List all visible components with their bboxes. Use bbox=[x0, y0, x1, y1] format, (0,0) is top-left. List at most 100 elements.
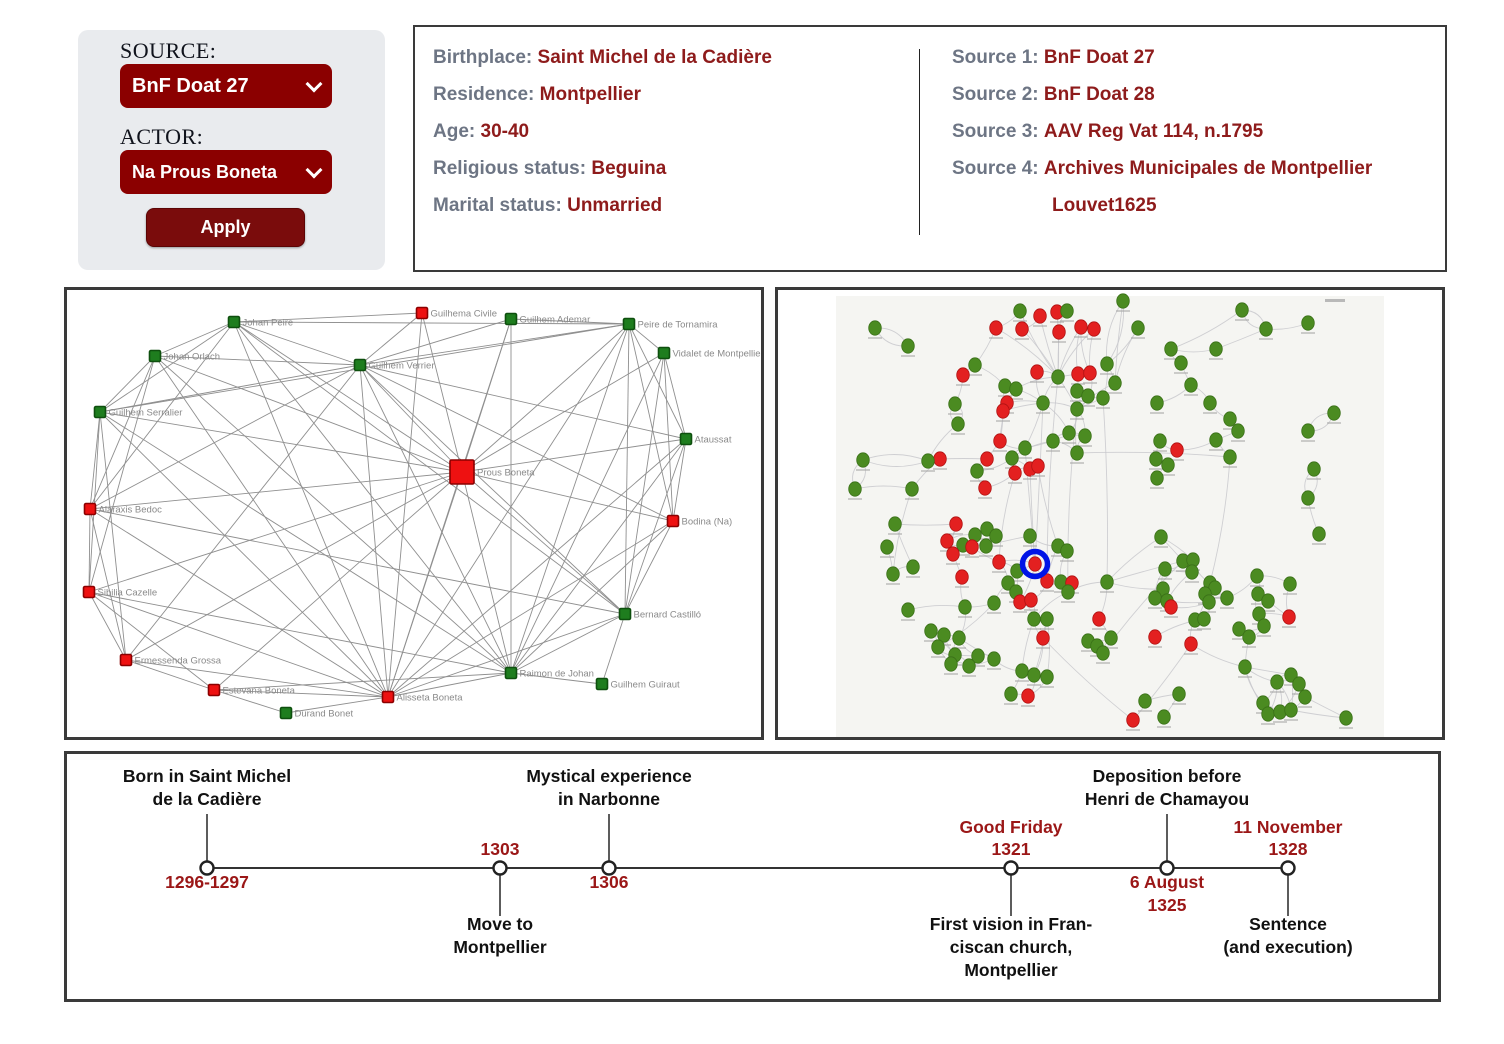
network-node[interactable] bbox=[1273, 704, 1287, 720]
network-node[interactable] bbox=[880, 539, 894, 555]
network-node[interactable] bbox=[1126, 712, 1140, 728]
network-node[interactable] bbox=[1027, 667, 1041, 683]
ego-node-ataussat[interactable] bbox=[679, 432, 693, 446]
network-node[interactable] bbox=[1060, 543, 1074, 559]
network-node[interactable] bbox=[1060, 303, 1074, 319]
network-node[interactable] bbox=[1083, 365, 1097, 381]
network-node[interactable] bbox=[1301, 315, 1315, 331]
ego-node-johan-orlach[interactable] bbox=[148, 349, 162, 363]
network-node[interactable] bbox=[1257, 618, 1271, 634]
network-node[interactable] bbox=[1174, 355, 1188, 371]
network-node[interactable] bbox=[1138, 693, 1152, 709]
ego-node-guilhem-verrier[interactable] bbox=[353, 358, 367, 372]
network-node[interactable] bbox=[955, 569, 969, 585]
network-node[interactable] bbox=[971, 648, 985, 664]
network-node[interactable] bbox=[1312, 526, 1326, 542]
network-node[interactable] bbox=[978, 480, 992, 496]
network-node[interactable] bbox=[1153, 433, 1167, 449]
network-node[interactable] bbox=[1202, 594, 1216, 610]
network-node[interactable] bbox=[1040, 611, 1054, 627]
network-node[interactable] bbox=[1231, 423, 1245, 439]
network-node[interactable] bbox=[1074, 319, 1088, 335]
network-node[interactable] bbox=[888, 516, 902, 532]
network-node[interactable] bbox=[965, 539, 979, 555]
network-node[interactable] bbox=[1009, 381, 1023, 397]
network-node[interactable] bbox=[1270, 674, 1284, 690]
network-node[interactable] bbox=[1209, 432, 1223, 448]
ego-node-durand-bonet[interactable] bbox=[279, 706, 293, 720]
ego-node-guilhem-ademar[interactable] bbox=[504, 312, 518, 326]
network-node[interactable] bbox=[962, 658, 976, 674]
network-node[interactable] bbox=[1232, 621, 1246, 637]
network-node[interactable] bbox=[1235, 302, 1249, 318]
ego-node-vidalet-de-montpellier[interactable] bbox=[657, 346, 671, 360]
apply-button[interactable]: Apply bbox=[146, 208, 305, 247]
network-node[interactable] bbox=[1172, 686, 1186, 702]
network-node[interactable] bbox=[1154, 529, 1168, 545]
network-node[interactable] bbox=[1184, 377, 1198, 393]
network-node[interactable] bbox=[886, 566, 900, 582]
network-node[interactable] bbox=[987, 595, 1001, 611]
network-node[interactable] bbox=[1327, 405, 1341, 421]
network-node[interactable] bbox=[989, 528, 1003, 544]
ego-node-ermessenda-grossa[interactable] bbox=[119, 653, 133, 667]
network-node[interactable] bbox=[1339, 710, 1353, 726]
network-node[interactable] bbox=[1013, 594, 1027, 610]
network-node[interactable] bbox=[1292, 676, 1306, 692]
network-node[interactable] bbox=[956, 367, 970, 383]
network-node[interactable] bbox=[1096, 645, 1110, 661]
network-node[interactable] bbox=[1170, 442, 1184, 458]
network-node[interactable] bbox=[958, 599, 972, 615]
network-node[interactable] bbox=[1008, 465, 1022, 481]
network-node[interactable] bbox=[1282, 609, 1296, 625]
network-node[interactable] bbox=[1197, 611, 1211, 627]
network-node[interactable] bbox=[1028, 556, 1042, 572]
network-node[interactable] bbox=[987, 651, 1001, 667]
network-node[interactable] bbox=[1251, 586, 1265, 602]
ego-node-bodina-na-[interactable] bbox=[666, 514, 680, 528]
network-node[interactable] bbox=[1051, 369, 1065, 385]
network-node[interactable] bbox=[1100, 574, 1114, 590]
network-node[interactable] bbox=[1040, 669, 1054, 685]
network-node[interactable] bbox=[1046, 433, 1060, 449]
network-node[interactable] bbox=[1071, 366, 1085, 382]
network-node[interactable] bbox=[1148, 629, 1162, 645]
ego-node-prous-boneta[interactable] bbox=[449, 459, 475, 485]
network-node[interactable] bbox=[979, 538, 993, 554]
network-node[interactable] bbox=[937, 627, 951, 643]
network-node[interactable] bbox=[1001, 575, 1015, 591]
network-node[interactable] bbox=[1005, 450, 1019, 466]
network-node[interactable] bbox=[1104, 630, 1118, 646]
network-node[interactable] bbox=[968, 357, 982, 373]
network-node[interactable] bbox=[970, 463, 984, 479]
network-node[interactable] bbox=[1161, 457, 1175, 473]
network-node[interactable] bbox=[944, 656, 958, 672]
network-node[interactable] bbox=[1150, 395, 1164, 411]
network-node[interactable] bbox=[931, 639, 945, 655]
network-node[interactable] bbox=[848, 481, 862, 497]
network-node[interactable] bbox=[1023, 528, 1037, 544]
network-node[interactable] bbox=[1149, 451, 1163, 467]
network-node[interactable] bbox=[1027, 611, 1041, 627]
ego-node-estevana-boneta[interactable] bbox=[207, 683, 221, 697]
ego-node-sibilia-cazelle[interactable] bbox=[82, 585, 96, 599]
network-node[interactable] bbox=[1150, 470, 1164, 486]
network-node[interactable] bbox=[1148, 590, 1162, 606]
network-node[interactable] bbox=[1250, 568, 1264, 584]
network-node[interactable] bbox=[1185, 564, 1199, 580]
source-dropdown[interactable]: BnF Doat 27 bbox=[120, 64, 332, 108]
ego-node-alisseta-boneta[interactable] bbox=[381, 690, 395, 704]
network-node[interactable] bbox=[1203, 395, 1217, 411]
network-node[interactable] bbox=[948, 396, 962, 412]
network-node[interactable] bbox=[1087, 321, 1101, 337]
network-node[interactable] bbox=[1283, 576, 1297, 592]
network-node[interactable] bbox=[1036, 630, 1050, 646]
network-node[interactable] bbox=[1004, 686, 1018, 702]
network-node[interactable] bbox=[1284, 667, 1298, 683]
network-node[interactable] bbox=[1070, 401, 1084, 417]
network-node[interactable] bbox=[952, 630, 966, 646]
network-node[interactable] bbox=[1131, 320, 1145, 336]
network-node[interactable] bbox=[1261, 706, 1275, 722]
full-network-graph[interactable] bbox=[778, 290, 1442, 737]
network-node[interactable] bbox=[1301, 423, 1315, 439]
